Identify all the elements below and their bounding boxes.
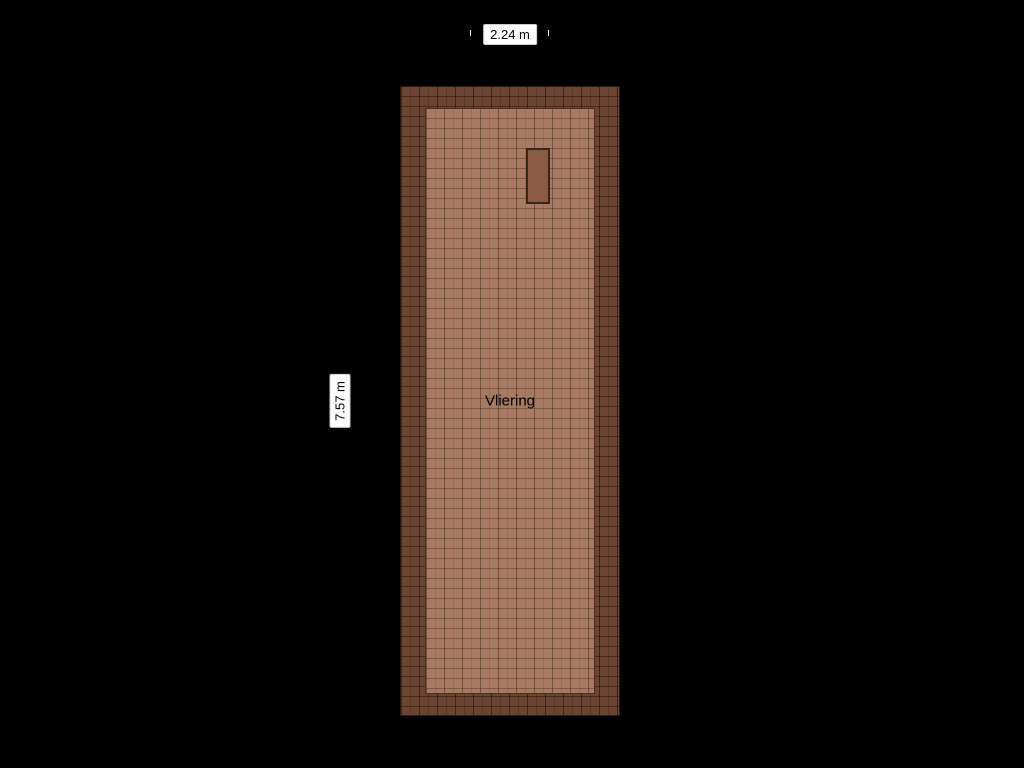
- roof-skylight: [526, 148, 550, 204]
- dimension-height-label: 7.57 m: [330, 374, 351, 428]
- dim-top-tick-right: [548, 30, 549, 36]
- dimension-width-label: 2.24 m: [483, 24, 537, 45]
- dim-top-tick-left: [470, 30, 471, 36]
- room-label: Vliering: [485, 393, 535, 410]
